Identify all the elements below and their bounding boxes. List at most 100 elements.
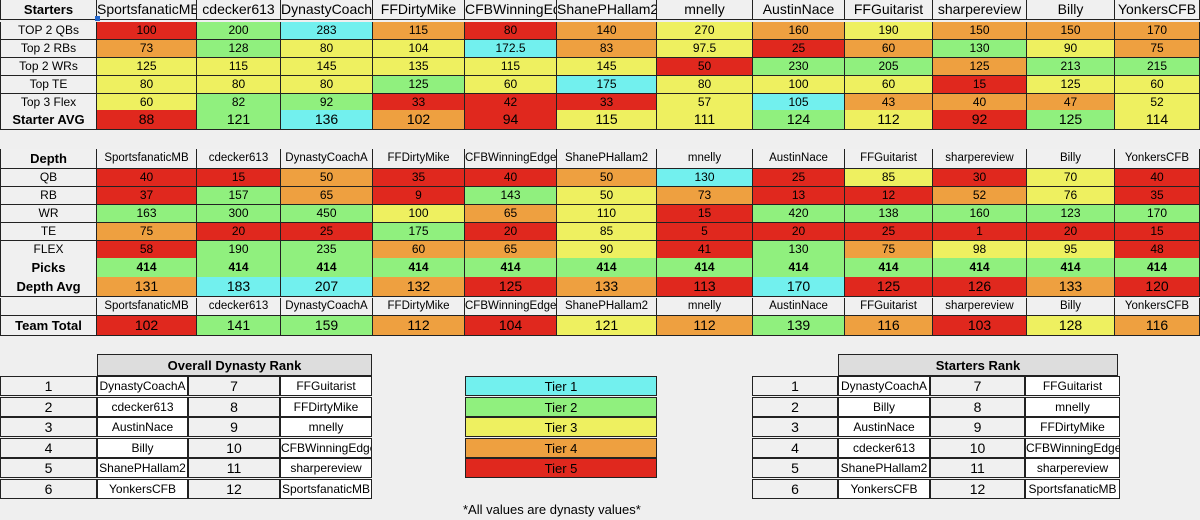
team-header-cell[interactable]: FFGuitarist	[845, 298, 933, 316]
value-cell[interactable]: 138	[845, 205, 933, 223]
rank-number[interactable]: 1	[752, 376, 838, 396]
row-label[interactable]: Top TE	[0, 76, 97, 94]
rank-team-name[interactable]: mnelly	[1025, 396, 1120, 417]
value-cell[interactable]: 9	[373, 187, 465, 205]
rank-number[interactable]: 5	[752, 458, 838, 478]
rank-number[interactable]: 5	[0, 458, 97, 478]
rank-number[interactable]: 6	[752, 478, 838, 499]
value-cell[interactable]: 159	[281, 316, 373, 336]
value-cell[interactable]: 114	[1115, 110, 1200, 130]
row-label[interactable]: Top 2 WRs	[0, 58, 97, 76]
value-cell[interactable]: 414	[1115, 258, 1200, 278]
value-cell[interactable]: 80	[657, 76, 753, 94]
team-header-cell[interactable]: DynastyCoachA	[281, 0, 373, 20]
value-cell[interactable]: 175	[373, 223, 465, 241]
team-header-cell[interactable]: YonkersCFB	[1115, 149, 1200, 169]
value-cell[interactable]: 270	[657, 22, 753, 40]
value-cell[interactable]: 116	[1115, 316, 1200, 336]
team-header-cell[interactable]: FFDirtyMike	[373, 149, 465, 169]
row-label[interactable]: WR	[0, 205, 97, 223]
value-cell[interactable]: 95	[1027, 241, 1115, 259]
value-cell[interactable]: 213	[1027, 58, 1115, 76]
value-cell[interactable]: 100	[373, 205, 465, 223]
value-cell[interactable]: 414	[197, 258, 281, 278]
team-header-cell[interactable]: CFBWinningEdge	[465, 149, 557, 169]
value-cell[interactable]: 160	[933, 205, 1027, 223]
value-cell[interactable]: 139	[753, 316, 845, 336]
value-cell[interactable]: 125	[373, 76, 465, 94]
value-cell[interactable]: 60	[1115, 76, 1200, 94]
value-cell[interactable]: 115	[465, 58, 557, 76]
rank-team-name[interactable]: ShanePHallam2	[97, 458, 188, 478]
value-cell[interactable]: 183	[197, 277, 281, 297]
value-cell[interactable]: 116	[845, 316, 933, 336]
value-cell[interactable]: 1	[933, 223, 1027, 241]
value-cell[interactable]: 207	[281, 277, 373, 297]
rank-team-name[interactable]: Billy	[838, 396, 930, 417]
value-cell[interactable]: 130	[753, 241, 845, 259]
rank-number[interactable]: 9	[930, 417, 1025, 437]
value-cell[interactable]: 37	[97, 187, 197, 205]
value-cell[interactable]: 124	[753, 110, 845, 130]
team-header-cell[interactable]: CFBWinningEdge	[465, 0, 557, 20]
team-header-cell[interactable]: Billy	[1027, 0, 1115, 20]
value-cell[interactable]: 170	[1115, 22, 1200, 40]
value-cell[interactable]: 125	[1027, 76, 1115, 94]
value-cell[interactable]: 30	[933, 169, 1027, 187]
value-cell[interactable]: 125	[933, 58, 1027, 76]
value-cell[interactable]: 65	[281, 187, 373, 205]
value-cell[interactable]: 80	[97, 76, 197, 94]
team-header-cell[interactable]: ShanePHallam2	[557, 298, 657, 316]
value-cell[interactable]: 70	[1027, 169, 1115, 187]
value-cell[interactable]: 128	[1027, 316, 1115, 336]
value-cell[interactable]: 133	[1027, 277, 1115, 297]
rank-team-name[interactable]: sharpereview	[280, 458, 372, 478]
value-cell[interactable]: 85	[845, 169, 933, 187]
value-cell[interactable]: 40	[465, 169, 557, 187]
value-cell[interactable]: 175	[557, 76, 657, 94]
value-cell[interactable]: 102	[97, 316, 197, 336]
rank-team-name[interactable]: CFBWinningEdge	[1025, 437, 1120, 458]
value-cell[interactable]: 15	[657, 205, 753, 223]
row-label[interactable]: TOP 2 QBs	[0, 22, 97, 40]
rank-team-name[interactable]: DynastyCoachA	[838, 376, 930, 396]
value-cell[interactable]: 52	[933, 187, 1027, 205]
value-cell[interactable]: 120	[1115, 277, 1200, 297]
row-label[interactable]: Starter AVG	[0, 110, 97, 130]
value-cell[interactable]: 414	[657, 258, 753, 278]
value-cell[interactable]: 128	[197, 40, 281, 58]
value-cell[interactable]: 150	[933, 22, 1027, 40]
value-cell[interactable]: 25	[845, 223, 933, 241]
value-cell[interactable]: 133	[557, 277, 657, 297]
value-cell[interactable]: 100	[97, 22, 197, 40]
value-cell[interactable]: 414	[1027, 258, 1115, 278]
rank-team-name[interactable]: SportsfanaticMB	[280, 478, 372, 499]
team-header-cell[interactable]: cdecker613	[197, 149, 281, 169]
value-cell[interactable]: 125	[97, 58, 197, 76]
rank-team-name[interactable]: cdecker613	[838, 437, 930, 458]
value-cell[interactable]: 130	[657, 169, 753, 187]
value-cell[interactable]: 126	[933, 277, 1027, 297]
value-cell[interactable]: 73	[97, 40, 197, 58]
value-cell[interactable]: 145	[281, 58, 373, 76]
row-label[interactable]: Depth	[0, 149, 97, 169]
row-label[interactable]: Top 2 RBs	[0, 40, 97, 58]
value-cell[interactable]: 75	[1115, 40, 1200, 58]
value-cell[interactable]: 73	[657, 187, 753, 205]
value-cell[interactable]: 136	[281, 110, 373, 130]
rank-number[interactable]: 3	[752, 417, 838, 437]
rank-team-name[interactable]: FFGuitarist	[280, 376, 372, 396]
team-header-cell[interactable]: SportsfanaticMB	[97, 149, 197, 169]
value-cell[interactable]: 205	[845, 58, 933, 76]
value-cell[interactable]: 58	[97, 241, 197, 259]
value-cell[interactable]: 125	[465, 277, 557, 297]
value-cell[interactable]: 20	[1027, 223, 1115, 241]
selection-handle[interactable]	[95, 16, 100, 21]
team-header-cell[interactable]: ShanePHallam2	[557, 149, 657, 169]
rank-number[interactable]: 2	[752, 396, 838, 417]
value-cell[interactable]: 102	[373, 110, 465, 130]
value-cell[interactable]: 15	[1115, 223, 1200, 241]
value-cell[interactable]: 40	[1115, 169, 1200, 187]
value-cell[interactable]: 283	[281, 22, 373, 40]
value-cell[interactable]: 85	[557, 223, 657, 241]
